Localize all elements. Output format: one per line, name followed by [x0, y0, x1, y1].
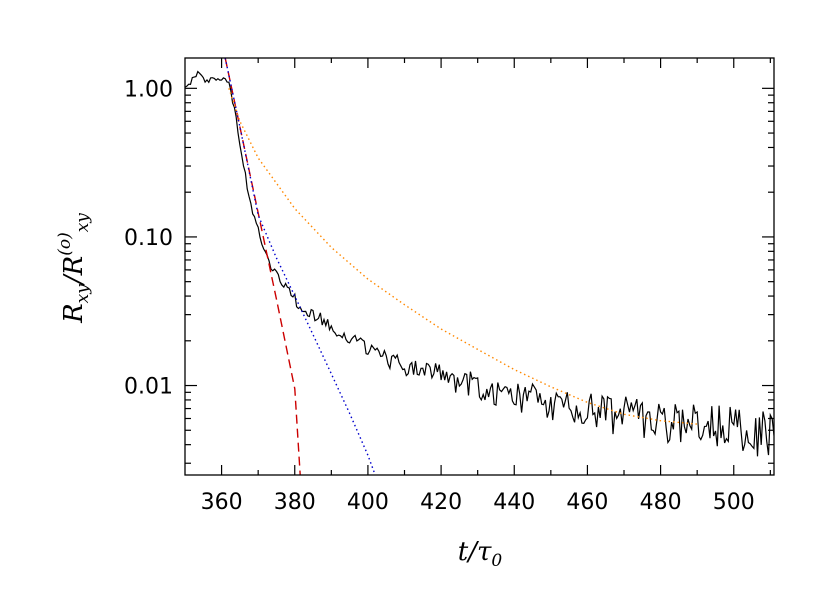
x-tick-label: 400	[347, 490, 389, 515]
plot-frame	[184, 57, 775, 476]
x-tick-label: 460	[566, 490, 608, 515]
x-axis: 360 380 400 420 440 460 480 500	[201, 58, 771, 515]
y-tick-label: 1.00	[124, 77, 173, 102]
series-line-3	[224, 58, 376, 475]
y-axis: 1.00 0.10 0.01	[124, 77, 774, 464]
y-tick-label: 0.10	[124, 226, 173, 251]
series-line-1	[185, 70, 774, 457]
x-axis-label: t/τ0	[458, 537, 503, 571]
x-tick-label: 500	[713, 490, 755, 515]
y-tick-label: 0.01	[124, 375, 173, 400]
x-tick-label: 440	[493, 490, 535, 515]
series-line-4	[228, 88, 698, 425]
x-tick-label: 360	[201, 490, 243, 515]
x-tick-label: 480	[640, 490, 682, 515]
x-tick-label: 380	[274, 490, 316, 515]
y-axis-label: Rxy/R(o)xy	[55, 213, 93, 324]
x-tick-label: 420	[420, 490, 462, 515]
series-layer	[185, 58, 774, 475]
